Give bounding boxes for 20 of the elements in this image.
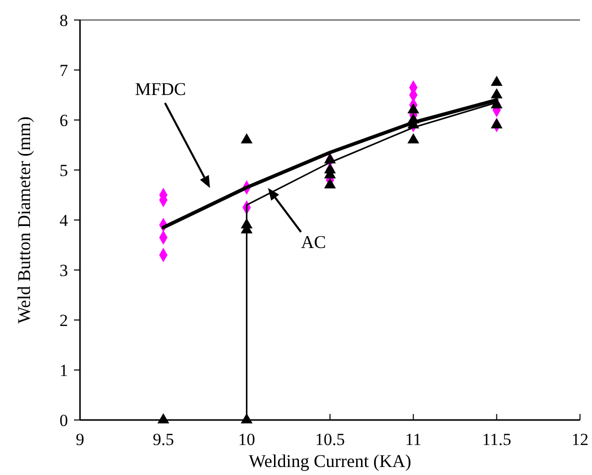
y-tick-label: 1	[60, 360, 68, 380]
y-tick-label: 4	[60, 210, 68, 230]
x-tick-label: 9	[76, 430, 84, 449]
y-tick-label: 7	[60, 60, 68, 80]
y-tick-label: 8	[60, 10, 68, 30]
y-tick-label: 2	[60, 310, 68, 330]
y-tick-label: 0	[60, 410, 68, 430]
y-tick-label: 6	[60, 110, 68, 130]
x-tick-label: 10.5	[315, 430, 345, 449]
x-tick-label: 9.5	[152, 430, 174, 449]
x-tick-label: 10	[238, 430, 256, 449]
x-tick-label: 12	[572, 430, 588, 449]
y-tick-label: 5	[60, 160, 68, 180]
annotation: MFDC	[135, 79, 186, 99]
y-tick-label: 3	[60, 260, 68, 280]
x-axis-title: Welding Current (KA)	[248, 451, 412, 471]
y-axis-title: Weld Button Diameter (mm)	[14, 116, 34, 324]
annotation: AC	[301, 232, 326, 252]
x-tick-label: 11.5	[482, 430, 512, 449]
x-tick-label: 11	[405, 430, 422, 449]
